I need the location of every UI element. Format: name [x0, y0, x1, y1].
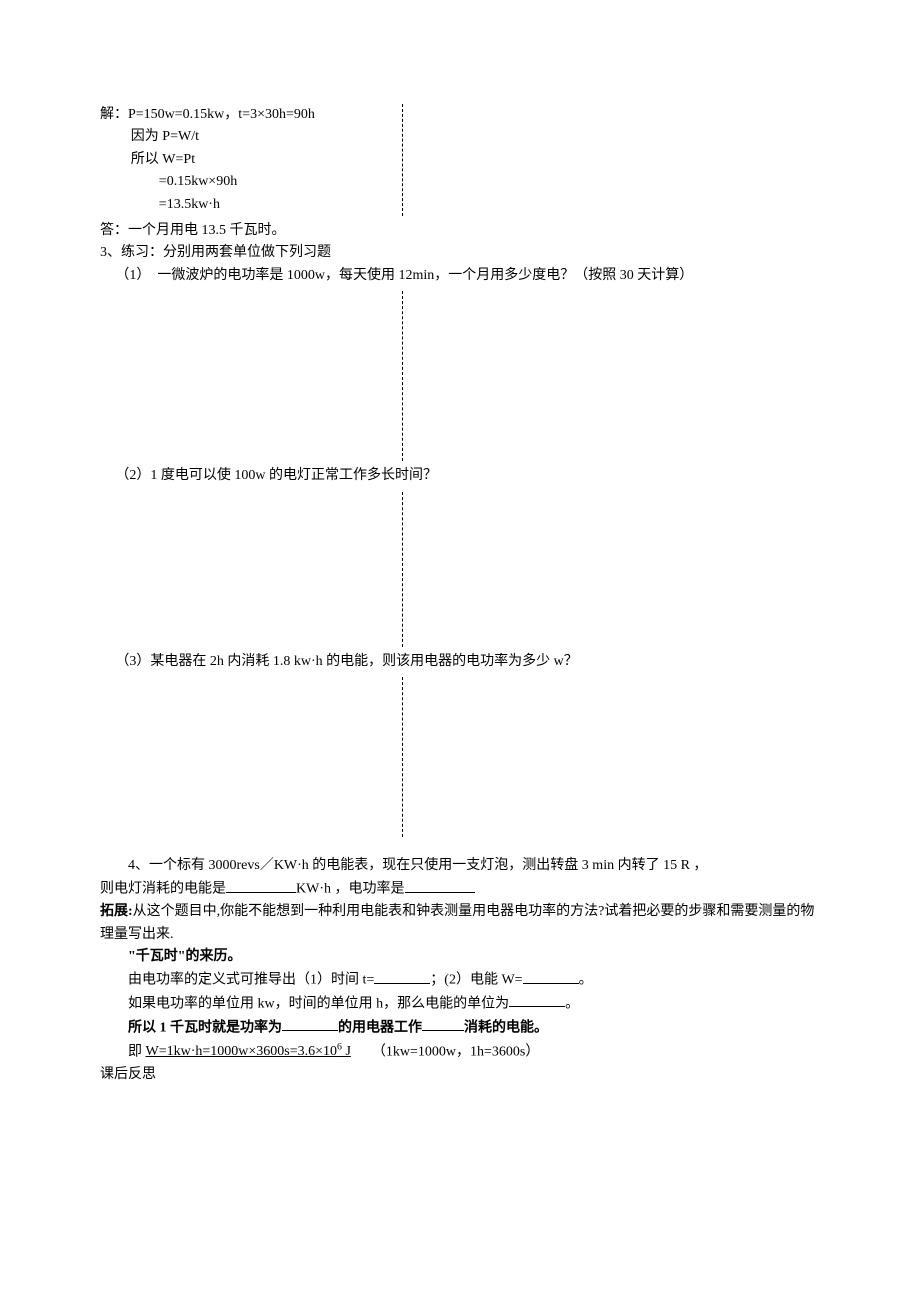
kwh-l1a: 由电功率的定义式可推导出（1）时间 t= — [128, 973, 374, 988]
kwh-l3: 所以 1 千瓦时就是功率为 的用电器工作 消耗的电能。 — [100, 1016, 820, 1040]
q2-text: （2）1 度电可以使 100w 的电灯正常工作多长时间？ — [100, 465, 820, 487]
ext-label: 拓展: — [100, 904, 133, 919]
q4-b-mid: KW·h ，电功率是 — [296, 882, 405, 897]
kwh-formula: W=1kw·h=1000w×3600s=3.6×106 J — [146, 1044, 351, 1059]
kwh-l2b: 。 — [565, 996, 579, 1011]
blank-energy — [226, 877, 296, 892]
kwh-l4u: W=1kw·h=1000w×3600s=3.6×10 — [146, 1044, 338, 1059]
kwh-l3c: 消耗的电能。 — [464, 1020, 548, 1035]
blank-time — [422, 1016, 464, 1031]
q4-line2: 则电灯消耗的电能是 KW·h ，电功率是 — [100, 877, 820, 901]
kwh-l1b: ；(2）电能 W= — [430, 973, 522, 988]
solution-text: 解：P=150w=0.15kw，t=3×30h=90h 因为 P=W/t 所以 … — [100, 104, 820, 216]
vertical-divider — [402, 104, 403, 216]
kwh-l3b: 的用电器工作 — [338, 1020, 422, 1035]
sol-l5: =13.5kw·h — [100, 194, 820, 216]
solution-block: 解：P=150w=0.15kw，t=3×30h=90h 因为 P=W/t 所以 … — [100, 104, 820, 216]
kwh-l2a: 如果电功率的单位用 kw，时间的单位用 h，那么电能的单位为 — [128, 996, 509, 1011]
sol-l4: =0.15kw×90h — [100, 171, 820, 193]
q4-b-pre: 则电灯消耗的电能是 — [100, 882, 226, 897]
kwh-l4a: 即 — [128, 1044, 146, 1059]
sol-l2: 因为 P=W/t — [100, 126, 820, 148]
kwh-l4aft: （1kw=1000w，1h=3600s） — [351, 1044, 539, 1059]
q4-a: 4、一个标有 3000revs／KW·h 的电能表，现在只使用一支灯泡，测出转盘… — [128, 858, 707, 873]
kwh-l1: 由电功率的定义式可推导出（1）时间 t= ；(2）电能 W= 。 — [100, 968, 820, 992]
ex3-intro: 3、练习：分别用两套单位做下列习题 — [100, 242, 820, 264]
blank-unit — [509, 992, 565, 1007]
kwh-title: "千瓦时"的来历。 — [100, 946, 820, 968]
q2-workspace — [100, 492, 820, 647]
extension-line: 拓展:从这个题目中,你能不能想到一种利用电能表和钟表测量用电器电功率的方法?试着… — [100, 901, 820, 946]
q3-workspace — [100, 677, 820, 837]
kwh-l1c: 。 — [579, 973, 593, 988]
kwh-l3a: 所以 1 千瓦时就是功率为 — [128, 1020, 282, 1035]
q4-line1: 4、一个标有 3000revs／KW·h 的电能表，现在只使用一支灯泡，测出转盘… — [100, 855, 820, 877]
sol-l1: 解：P=150w=0.15kw，t=3×30h=90h — [100, 104, 820, 126]
blank-power — [405, 877, 475, 892]
ext-body: 从这个题目中,你能不能想到一种利用电能表和钟表测量用电器电功率的方法?试着把必要… — [100, 904, 814, 941]
kwh-l4: 即 W=1kw·h=1000w×3600s=3.6×106 J （1kw=100… — [100, 1040, 820, 1064]
answer-line: 答：一个月用电 13.5 千瓦时。 — [100, 220, 820, 242]
vertical-divider — [402, 677, 403, 837]
q1-workspace — [100, 291, 820, 461]
reflection-heading: 课后反思 — [100, 1064, 820, 1086]
blank-p — [282, 1016, 338, 1031]
sol-l3: 所以 W=Pt — [100, 149, 820, 171]
q3-text: （3）某电器在 2h 内消耗 1.8 kw·h 的电能，则该用电器的电功率为多少… — [100, 651, 820, 673]
blank-w — [523, 968, 579, 983]
vertical-divider — [402, 492, 403, 647]
kwh-l2: 如果电功率的单位用 kw，时间的单位用 h，那么电能的单位为 。 — [100, 992, 820, 1016]
kwh-l4u2: J — [342, 1044, 351, 1059]
spacer — [100, 841, 820, 855]
blank-t — [374, 968, 430, 983]
q1-text: （1） 一微波炉的电功率是 1000w，每天使用 12min，一个月用多少度电？… — [100, 265, 820, 287]
vertical-divider — [402, 291, 403, 461]
document-body: 解：P=150w=0.15kw，t=3×30h=90h 因为 P=W/t 所以 … — [100, 104, 820, 1086]
